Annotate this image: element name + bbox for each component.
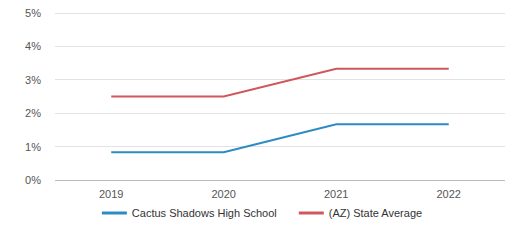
legend-label: (AZ) State Average [329, 207, 422, 219]
y-tick-label: 2% [25, 107, 41, 119]
grid-line [55, 146, 505, 147]
plot-lines [111, 69, 449, 153]
legend: Cactus Shadows High School (AZ) State Ave… [102, 207, 422, 219]
y-tick-label: 4% [25, 40, 41, 52]
y-tick-label: 3% [25, 74, 41, 86]
x-tick-label: 2019 [99, 188, 123, 200]
legend-swatch [299, 212, 324, 215]
x-tick-label: 2020 [212, 188, 236, 200]
y-tick-label: 1% [25, 141, 41, 153]
x-tick-label: 2022 [437, 188, 461, 200]
series-line [111, 69, 449, 97]
legend-label: Cactus Shadows High School [132, 207, 277, 219]
x-tick-label: 2021 [324, 188, 348, 200]
grid-line [55, 113, 505, 114]
y-tick-label: 5% [25, 7, 41, 19]
grid-line [55, 79, 505, 80]
series-line [111, 124, 449, 152]
y-tick-label: 0% [25, 174, 41, 186]
grid-line [55, 180, 505, 181]
grid-line [55, 46, 505, 47]
legend-swatch [102, 212, 127, 215]
grid-line [55, 13, 505, 14]
chart: 0% 1% 2% 3% 4% 5% 2019 2020 2021 2022 Cactus Shado… [0, 0, 524, 230]
